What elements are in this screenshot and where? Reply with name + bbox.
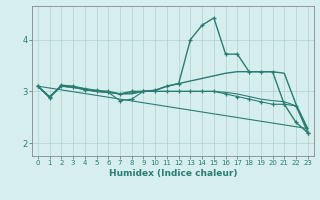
X-axis label: Humidex (Indice chaleur): Humidex (Indice chaleur) [108,169,237,178]
